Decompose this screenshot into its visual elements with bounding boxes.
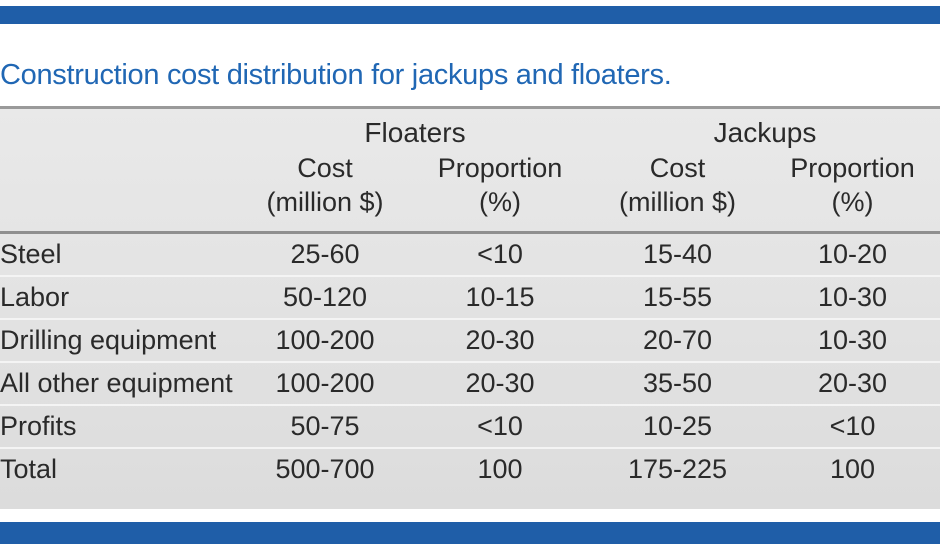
row-label: Drilling equipment (0, 319, 240, 363)
table-cell: 10-30 (765, 319, 940, 363)
table-cell: 50-120 (240, 276, 410, 320)
table-row: All other equipment 100-200 20-30 35-50 … (0, 362, 940, 406)
cost-table: Floaters Jackups Cost (million $) Proport… (0, 109, 940, 490)
table-cell: <10 (410, 405, 590, 449)
header-line: (%) (479, 187, 521, 217)
table-cell: <10 (410, 232, 590, 277)
table-cell: 10-30 (765, 276, 940, 320)
table-cell: <10 (765, 405, 940, 449)
bottom-accent-bar (0, 522, 940, 544)
table-row: Labor 50-120 10-15 15-55 10-30 (0, 276, 940, 320)
table-cell: 10-20 (765, 232, 940, 277)
table-cell: 100 (477, 454, 523, 484)
row-label: Steel (0, 232, 240, 277)
header-line: Cost (649, 153, 706, 183)
group-header-floaters: Floaters (364, 117, 466, 148)
table-cell: 100-200 (240, 319, 410, 363)
empty-corner-cell (0, 109, 240, 149)
table-row-total: Total 500-700 100 175-225 100 (0, 448, 940, 490)
group-header-jackups: Jackups (713, 117, 817, 148)
table-cell: 15-40 (590, 232, 765, 277)
table-title: Construction cost distribution for jacku… (0, 59, 672, 91)
header-line: Cost (297, 153, 353, 183)
table-cell: 20-70 (590, 319, 765, 363)
header-line: (%) (831, 187, 874, 217)
row-label: Total (0, 454, 58, 484)
row-label: Labor (0, 276, 240, 320)
table-cell: 50-75 (240, 405, 410, 449)
table-cell: 15-55 (590, 276, 765, 320)
table-row: Steel 25-60 <10 15-40 10-20 (0, 232, 940, 277)
column-header-floaters-cost: Cost (million $) (240, 149, 410, 233)
table-cell: 175-225 (627, 454, 728, 484)
group-header-row: Floaters Jackups (0, 109, 940, 149)
table-cell: 20-30 (765, 362, 940, 406)
header-line: (million $) (266, 187, 384, 217)
table-cell: 100 (829, 454, 876, 484)
column-header-floaters-proportion: Proportion (%) (410, 149, 590, 233)
table-cell: 25-60 (240, 232, 410, 277)
column-header-row: Cost (million $) Proportion (%) Cost (milli… (0, 149, 940, 233)
empty-label-header (0, 149, 240, 233)
table-row: Profits 50-75 <10 10-25 <10 (0, 405, 940, 449)
column-header-jackups-proportion: Proportion (%) (765, 149, 940, 233)
table-cell: 100-200 (240, 362, 410, 406)
table-cell: 20-30 (410, 319, 590, 363)
row-label: All other equipment (0, 362, 240, 406)
table-row: Drilling equipment 100-200 20-30 20-70 1… (0, 319, 940, 363)
header-line: Proportion (437, 153, 563, 183)
row-label: Profits (0, 405, 240, 449)
top-accent-bar (0, 6, 940, 24)
table-cell: 20-30 (410, 362, 590, 406)
table-cell: 500-700 (275, 454, 375, 484)
header-line: Proportion (790, 153, 915, 183)
header-line: (million $) (618, 187, 737, 217)
table-cell: 10-25 (590, 405, 765, 449)
table-cell: 10-15 (410, 276, 590, 320)
table-cell: 35-50 (590, 362, 765, 406)
cost-table-container: Floaters Jackups Cost (million $) Proport… (0, 106, 940, 509)
column-header-jackups-cost: Cost (million $) (590, 149, 765, 233)
